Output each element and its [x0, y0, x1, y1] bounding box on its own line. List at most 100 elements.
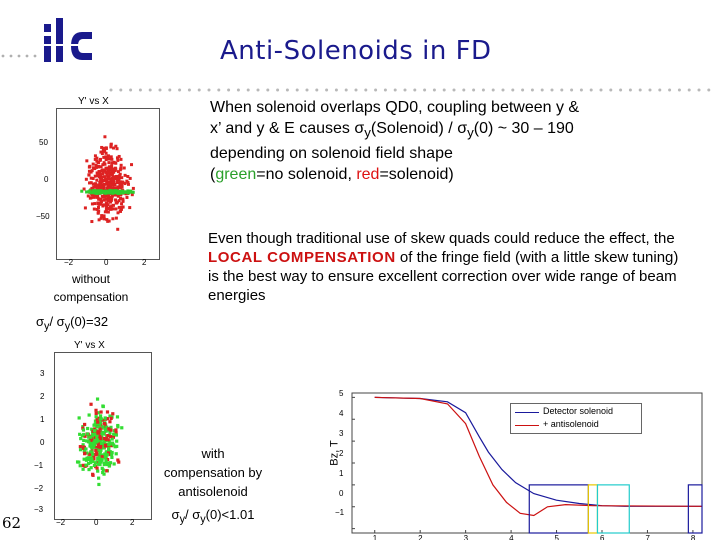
ilc-logo — [38, 12, 100, 74]
scatter-point — [93, 432, 97, 437]
scatter-point — [108, 414, 112, 418]
scatter-point — [99, 165, 103, 169]
scatter-point — [96, 420, 100, 424]
scatter-point — [103, 191, 107, 195]
scatter-point — [116, 194, 120, 198]
scatter-point — [98, 451, 102, 456]
plot-title: Y' vs X — [74, 340, 105, 351]
scatter-point — [131, 190, 135, 194]
scatter-point — [84, 458, 89, 462]
scatter-point — [101, 468, 105, 472]
scatter-point — [101, 425, 105, 429]
scatter-point — [116, 170, 120, 174]
scatter-point — [108, 450, 112, 454]
scatter-point — [102, 161, 106, 165]
scatter-point — [123, 182, 127, 186]
decorative-dots-left — [0, 46, 40, 64]
scatter-point — [96, 411, 100, 415]
scatter-point — [78, 432, 82, 436]
x-tick: −2 — [64, 258, 74, 267]
legend-anti: + antisolenoid — [543, 419, 599, 429]
scatter-point — [102, 436, 107, 441]
scatter-point — [81, 443, 85, 447]
scatter-point — [110, 164, 114, 168]
scatter-point — [102, 440, 106, 444]
scatter-point — [89, 176, 93, 180]
scatter-point — [123, 190, 127, 194]
scatter-point — [106, 155, 110, 159]
scatter-point — [98, 190, 102, 194]
scatter-point — [84, 451, 89, 455]
local-compensation-highlight: LOCAL COMPENSATION — [208, 249, 396, 266]
scatter-point — [96, 160, 100, 164]
scatter-point — [115, 156, 119, 160]
scatter-point — [104, 177, 108, 181]
scatter-point — [96, 201, 100, 205]
scatter-point — [107, 464, 111, 468]
y-tick: −2 — [34, 484, 44, 493]
scatter-point — [114, 433, 119, 437]
scatter-point — [104, 155, 108, 159]
scatter-point — [102, 175, 106, 179]
scatter-point — [91, 452, 95, 457]
scatter-point — [98, 421, 103, 425]
scatter-point — [112, 146, 116, 150]
x-tick-label: 2 — [418, 534, 423, 540]
scatter-point — [99, 179, 103, 183]
x-tick-label: 7 — [645, 534, 650, 540]
scatter-point — [103, 135, 107, 139]
x-tick-label: 6 — [600, 534, 605, 540]
scatter-point — [87, 457, 91, 462]
scatter-point — [99, 200, 103, 204]
scatter-point — [128, 176, 132, 180]
scatter-point — [95, 433, 99, 438]
scatter-point — [114, 193, 118, 197]
scatter-point — [101, 203, 105, 207]
scatter-point — [93, 174, 97, 178]
scatter-point — [128, 206, 132, 210]
scatter-point — [105, 205, 109, 209]
x-tick-label: 5 — [555, 534, 560, 540]
scatter-point — [106, 203, 110, 207]
y-tick: 0 — [40, 438, 45, 447]
scatter-point — [114, 161, 118, 165]
scatter-point — [87, 440, 91, 444]
scatter-point — [101, 404, 105, 409]
scatter-point — [87, 456, 91, 460]
scatter-point — [93, 445, 97, 449]
scatter-point — [110, 187, 114, 191]
magnet-box — [528, 484, 589, 534]
scatter-point — [125, 195, 129, 199]
scatter-point — [103, 427, 108, 431]
y-tick: 5 — [339, 389, 344, 398]
scatter-point — [103, 454, 107, 458]
scatter-point — [114, 198, 118, 202]
scatter-point — [107, 182, 111, 186]
scatter-point — [121, 180, 125, 184]
scatter-point — [109, 143, 113, 147]
scatter-point — [104, 166, 108, 170]
scatter-point — [93, 461, 98, 465]
scatter-point — [110, 157, 114, 161]
scatter-point — [102, 198, 106, 202]
scatter-point — [94, 448, 98, 453]
scatter-point — [118, 172, 122, 176]
scatter-point — [81, 463, 85, 467]
scatter-point — [94, 182, 98, 186]
scatter-point — [97, 455, 101, 459]
scatter-point — [102, 217, 106, 221]
scatter-point — [105, 425, 109, 429]
scatter-point — [89, 445, 94, 449]
scatter-point — [104, 197, 108, 201]
scatter-point — [92, 185, 96, 189]
scatter-point — [118, 183, 122, 187]
scatter-point — [104, 158, 108, 162]
scatter-point — [107, 174, 111, 178]
scatter-point — [104, 151, 108, 155]
scatter-point — [116, 227, 120, 231]
scatter-point — [86, 432, 90, 436]
scatter-point — [110, 204, 114, 208]
scatter-point — [105, 453, 109, 457]
scatter-point — [106, 457, 110, 462]
y-tick: 1 — [339, 469, 344, 478]
